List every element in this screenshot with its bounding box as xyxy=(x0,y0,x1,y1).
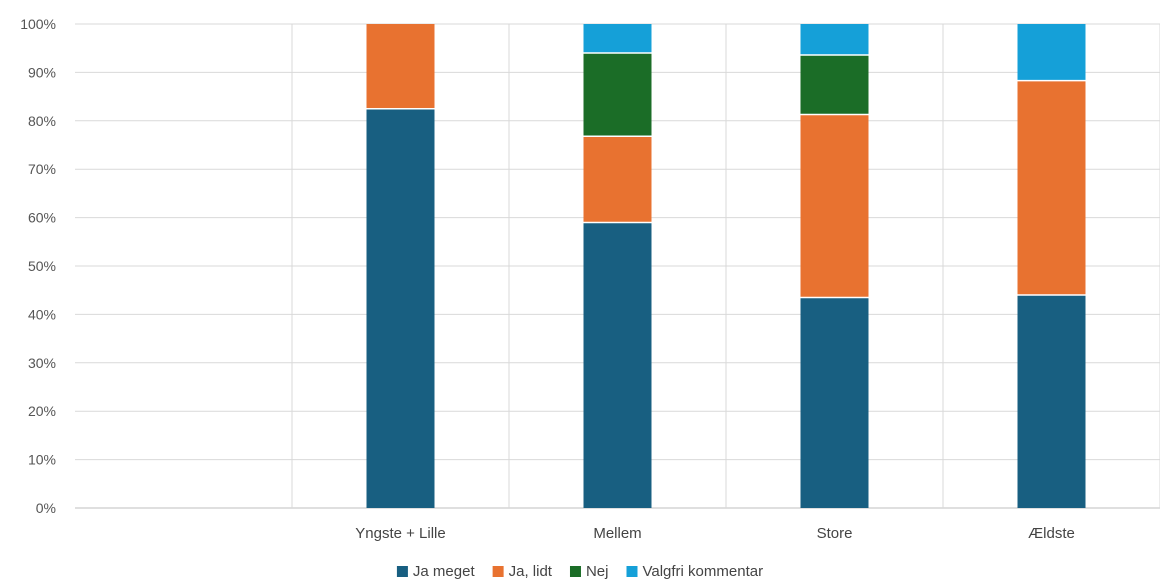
bar-segment xyxy=(583,136,652,223)
bar-segment xyxy=(583,24,652,54)
y-tick-label: 100% xyxy=(20,16,56,32)
y-tick-label: 90% xyxy=(28,64,56,80)
x-category-label: Mellem xyxy=(593,525,641,542)
legend-swatch xyxy=(569,566,581,577)
bar-segment xyxy=(800,114,869,298)
y-tick-label: 10% xyxy=(28,452,56,468)
bar-segment xyxy=(800,54,869,115)
bar-segment xyxy=(800,297,869,508)
legend-label: Nej xyxy=(586,563,609,580)
bar-stacks xyxy=(366,24,1086,508)
legend-swatch xyxy=(396,566,408,577)
y-tick-label: 40% xyxy=(28,306,56,322)
x-category-label: Ældste xyxy=(1028,525,1075,542)
y-tick-label: 60% xyxy=(28,210,56,226)
bar-segment xyxy=(583,53,652,137)
legend: Ja meget Ja, lidt Nej Valgfri kommentar xyxy=(396,563,763,580)
bar-segment xyxy=(1017,24,1086,81)
y-tick-label: 50% xyxy=(28,258,56,274)
bar-segment xyxy=(583,222,652,508)
x-category-label: Yngste + Lille xyxy=(355,525,445,542)
legend-label: Ja, lidt xyxy=(509,563,553,580)
legend-label: Ja meget xyxy=(413,563,476,580)
y-tick-label: 70% xyxy=(28,161,56,177)
x-axis-category-labels: Yngste + Lille Mellem Store Ældste xyxy=(355,525,1075,542)
y-tick-label: 80% xyxy=(28,113,56,129)
bar-segment xyxy=(1017,295,1086,508)
bar-segment xyxy=(366,24,435,109)
y-tick-label: 0% xyxy=(36,500,56,516)
legend-swatch xyxy=(626,566,638,577)
bar-segment xyxy=(1017,80,1086,296)
x-category-label: Store xyxy=(817,525,853,542)
bar-segment xyxy=(800,24,869,55)
y-tick-label: 30% xyxy=(28,355,56,371)
bar-segment xyxy=(366,108,435,508)
y-tick-label: 20% xyxy=(28,403,56,419)
legend-swatch xyxy=(492,566,504,577)
y-axis-tick-labels: 0% 10% 20% 30% 40% 50% 60% 70% 80% 90% 100% xyxy=(20,16,56,516)
legend-label: Valgfri kommentar xyxy=(642,563,763,580)
